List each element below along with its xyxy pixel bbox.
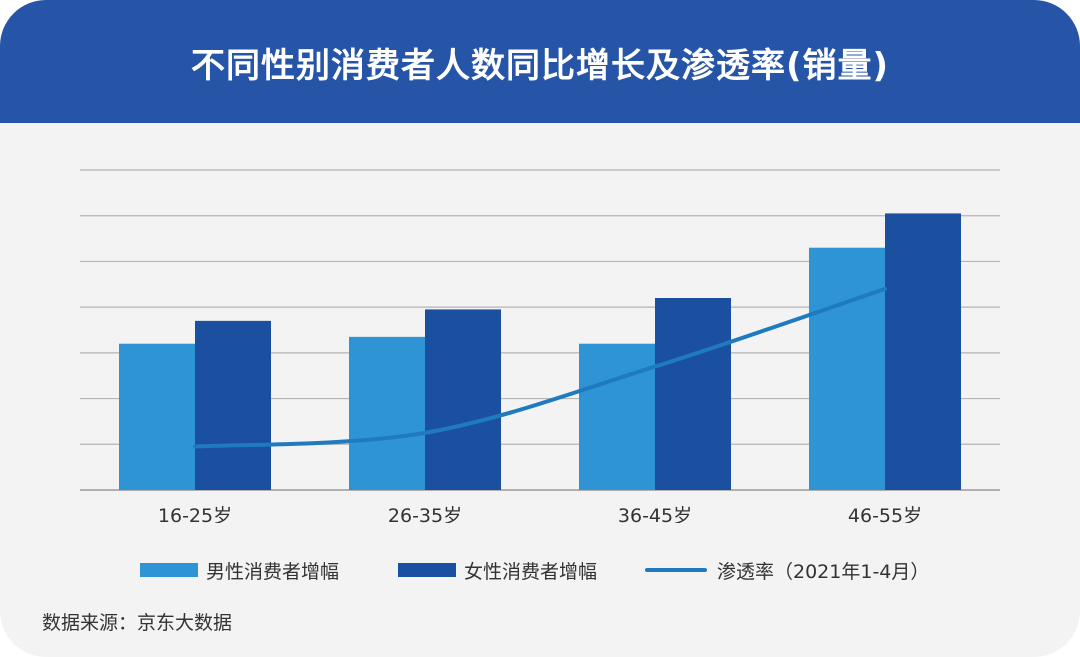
legend-swatch-female: [398, 563, 456, 577]
bar-male: [349, 336, 425, 490]
chart-legend: 男性消费者增幅 女性消费者增幅 渗透率（2021年1-4月）: [0, 555, 1080, 585]
legend-label-male: 男性消费者增幅: [206, 560, 340, 583]
x-tick-label: 36-45岁: [618, 505, 692, 523]
x-tick-label: 46-55岁: [848, 505, 922, 523]
bar-female: [885, 213, 961, 490]
chart-title: 不同性别消费者人数同比增长及渗透率(销量): [190, 46, 890, 86]
legend-swatch-penetration: [645, 568, 707, 572]
bar-female: [655, 298, 731, 490]
header-banner: 不同性别消费者人数同比增长及渗透率(销量): [0, 0, 1080, 123]
bar-male: [119, 343, 195, 490]
bar-male: [809, 247, 885, 490]
chart-plot: 16-25岁 26-35岁 36-45岁 46-55岁: [80, 169, 1000, 523]
legend-label-female: 女性消费者增幅: [464, 560, 598, 583]
bar-female: [195, 320, 271, 490]
legend-swatch-male: [140, 563, 198, 577]
x-tick-label: 26-35岁: [388, 505, 462, 523]
bar-female: [425, 309, 501, 490]
legend-label-penetration: 渗透率（2021年1-4月）: [717, 560, 930, 583]
legend-item-penetration: 渗透率（2021年1-4月）: [645, 555, 929, 585]
x-tick-label: 16-25岁: [158, 505, 232, 523]
data-source: 数据来源：京东大数据: [42, 612, 233, 634]
bar-male: [579, 343, 655, 490]
penetration-line: [193, 286, 887, 449]
legend-item-female: 女性消费者增幅: [398, 555, 597, 585]
legend-item-male: 男性消费者增幅: [140, 555, 339, 585]
